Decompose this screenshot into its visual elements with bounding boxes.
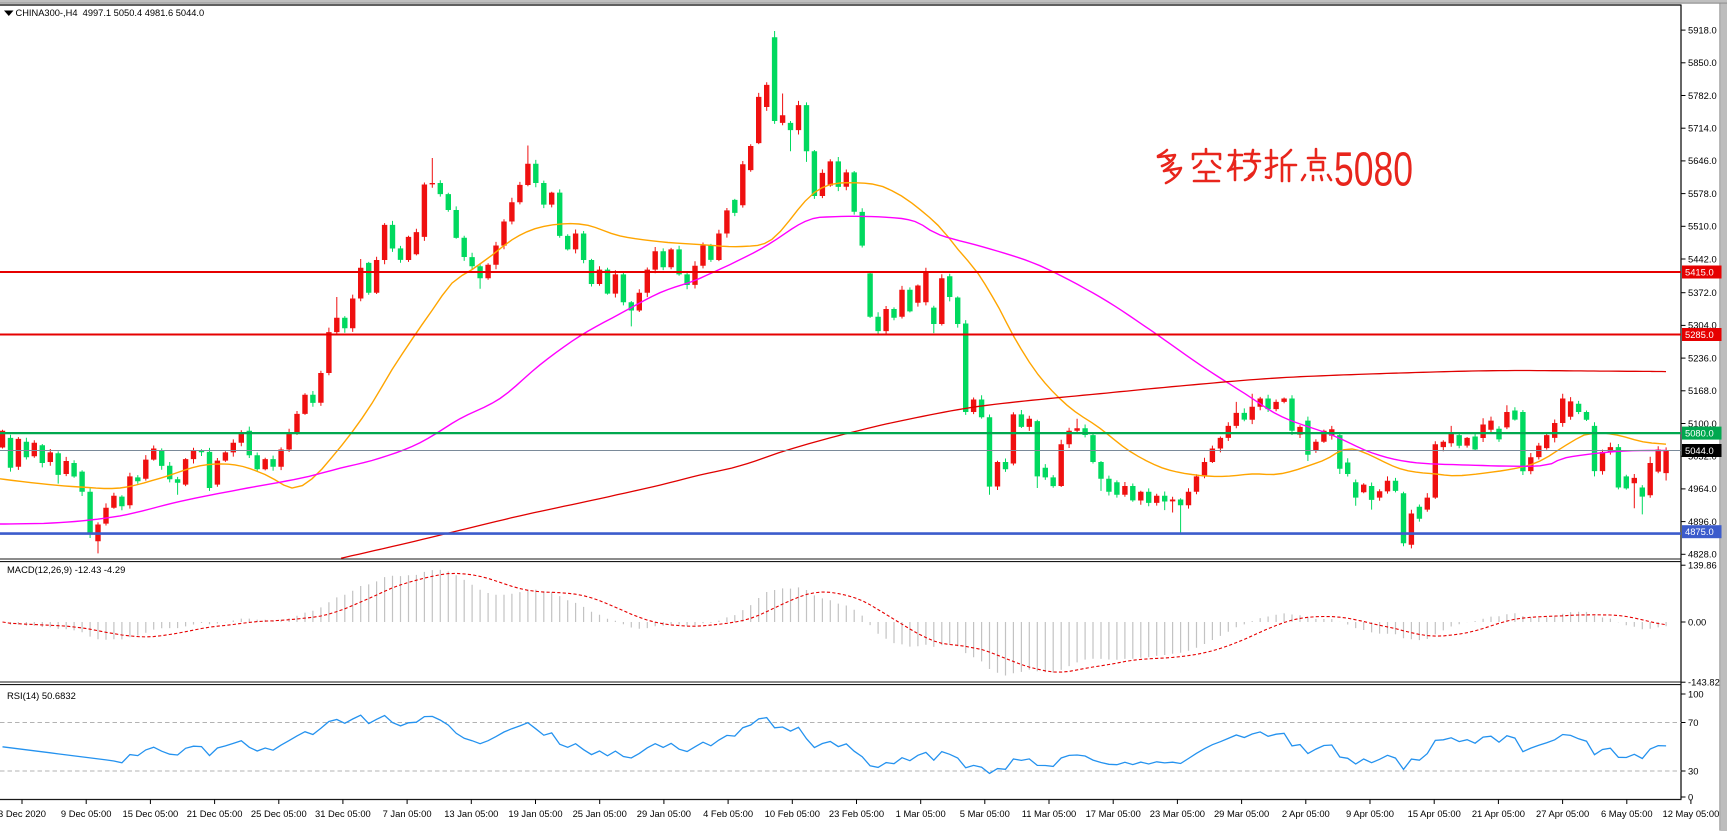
svg-text:7 Jan 05:00: 7 Jan 05:00 bbox=[383, 808, 432, 819]
svg-text:5415.0: 5415.0 bbox=[1685, 266, 1714, 277]
svg-text:1 Mar 05:00: 1 Mar 05:00 bbox=[896, 808, 946, 819]
svg-text:5714.0: 5714.0 bbox=[1688, 123, 1717, 134]
svg-text:5918.0: 5918.0 bbox=[1688, 24, 1717, 35]
svg-text:3 Dec 2020: 3 Dec 2020 bbox=[0, 808, 46, 819]
svg-text:5 Mar 05:00: 5 Mar 05:00 bbox=[960, 808, 1010, 819]
svg-text:4875.0: 4875.0 bbox=[1685, 526, 1714, 537]
svg-text:2 Apr 05:00: 2 Apr 05:00 bbox=[1282, 808, 1330, 819]
svg-text:17 Mar 05:00: 17 Mar 05:00 bbox=[1086, 808, 1141, 819]
svg-text:5044.0: 5044.0 bbox=[1685, 445, 1714, 456]
svg-text:4 Feb 05:00: 4 Feb 05:00 bbox=[703, 808, 753, 819]
svg-text:100: 100 bbox=[1688, 688, 1704, 699]
svg-text:-143.82: -143.82 bbox=[1688, 677, 1720, 688]
svg-text:0: 0 bbox=[1688, 791, 1693, 802]
svg-text:4896.0: 4896.0 bbox=[1688, 516, 1717, 527]
svg-text:70: 70 bbox=[1688, 717, 1698, 728]
svg-text:29 Jan 05:00: 29 Jan 05:00 bbox=[637, 808, 691, 819]
svg-text:5285.0: 5285.0 bbox=[1685, 329, 1714, 340]
svg-text:4828.0: 4828.0 bbox=[1688, 549, 1717, 560]
svg-text:25 Dec 05:00: 25 Dec 05:00 bbox=[251, 808, 307, 819]
svg-text:5646.0: 5646.0 bbox=[1688, 155, 1717, 166]
svg-text:5304.0: 5304.0 bbox=[1688, 320, 1717, 331]
svg-text:5080.0: 5080.0 bbox=[1685, 428, 1714, 439]
svg-text:10 Feb 05:00: 10 Feb 05:00 bbox=[765, 808, 820, 819]
svg-text:23 Feb 05:00: 23 Feb 05:00 bbox=[829, 808, 884, 819]
svg-text:31 Dec 05:00: 31 Dec 05:00 bbox=[315, 808, 371, 819]
svg-text:5236.0: 5236.0 bbox=[1688, 352, 1717, 363]
svg-text:21 Apr 05:00: 21 Apr 05:00 bbox=[1472, 808, 1525, 819]
svg-text:0.00: 0.00 bbox=[1688, 616, 1706, 627]
svg-text:23 Mar 05:00: 23 Mar 05:00 bbox=[1150, 808, 1205, 819]
svg-text:12 May 05:00: 12 May 05:00 bbox=[1662, 808, 1719, 819]
svg-text:5100.0: 5100.0 bbox=[1688, 418, 1717, 429]
svg-text:5510.0: 5510.0 bbox=[1688, 221, 1717, 232]
svg-text:5080: 5080 bbox=[1334, 143, 1413, 197]
svg-text:21 Dec 05:00: 21 Dec 05:00 bbox=[187, 808, 243, 819]
svg-text:9 Dec 05:00: 9 Dec 05:00 bbox=[61, 808, 112, 819]
svg-text:RSI(14) 50.6832: RSI(14) 50.6832 bbox=[7, 690, 76, 701]
svg-text:139.86: 139.86 bbox=[1688, 560, 1717, 571]
svg-text:4964.0: 4964.0 bbox=[1688, 483, 1717, 494]
svg-text:5782.0: 5782.0 bbox=[1688, 90, 1717, 101]
svg-text:27 Apr 05:00: 27 Apr 05:00 bbox=[1536, 808, 1589, 819]
svg-text:11 Mar 05:00: 11 Mar 05:00 bbox=[1022, 808, 1077, 819]
svg-text:13 Jan 05:00: 13 Jan 05:00 bbox=[444, 808, 498, 819]
svg-text:30: 30 bbox=[1688, 765, 1698, 776]
svg-text:5578.0: 5578.0 bbox=[1688, 188, 1717, 199]
svg-text:9 Apr 05:00: 9 Apr 05:00 bbox=[1346, 808, 1394, 819]
svg-text:CHINA300-,H4 4997.1 5050.4 49: CHINA300-,H4 4997.1 5050.4 4981.6 5044.0 bbox=[16, 8, 205, 18]
svg-text:19 Jan 05:00: 19 Jan 05:00 bbox=[508, 808, 562, 819]
svg-text:15 Apr 05:00: 15 Apr 05:00 bbox=[1408, 808, 1461, 819]
svg-text:5372.0: 5372.0 bbox=[1688, 287, 1717, 298]
svg-text:5850.0: 5850.0 bbox=[1688, 57, 1717, 68]
svg-text:15 Dec 05:00: 15 Dec 05:00 bbox=[123, 808, 179, 819]
svg-text:29 Mar 05:00: 29 Mar 05:00 bbox=[1214, 808, 1269, 819]
svg-text:25 Jan 05:00: 25 Jan 05:00 bbox=[573, 808, 627, 819]
svg-text:5168.0: 5168.0 bbox=[1688, 385, 1717, 396]
svg-text:5442.0: 5442.0 bbox=[1688, 253, 1717, 264]
svg-text:MACD(12,26,9) -12.43 -4.29: MACD(12,26,9) -12.43 -4.29 bbox=[7, 564, 125, 575]
svg-text:6 May 05:00: 6 May 05:00 bbox=[1601, 808, 1653, 819]
